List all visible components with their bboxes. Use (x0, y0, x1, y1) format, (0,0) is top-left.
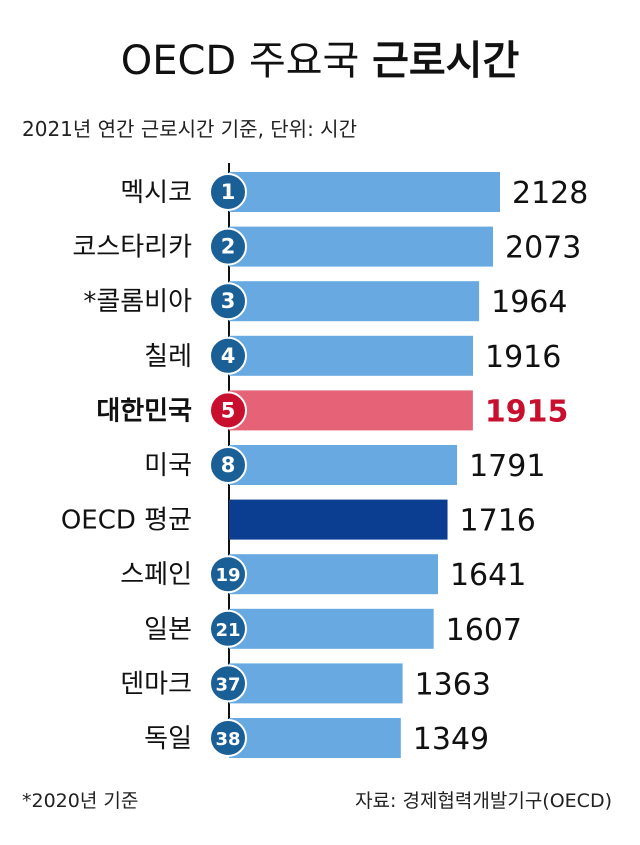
bar-5 (229, 445, 458, 485)
category-label-9: 덴마크 (120, 669, 192, 699)
category-label-3: 칠레 (144, 342, 192, 372)
category-label-4: 대한민국 (96, 396, 192, 426)
bar-1 (229, 226, 493, 267)
rank-circle-1 (209, 227, 247, 266)
chart-title: OECD 주요국 근로시간 (0, 28, 640, 86)
value-label-2: 1964 (491, 285, 567, 320)
rank-label-8: 21 (215, 620, 240, 641)
category-label-7: 스페인 (120, 560, 192, 590)
chart-title-strong: 근로시간 (372, 38, 520, 84)
rank-circle-2 (209, 282, 247, 321)
value-label-4: 1915 (485, 394, 568, 429)
value-label-5: 1791 (469, 449, 545, 484)
value-label-3: 1916 (485, 340, 561, 375)
chart-title-main: OECD 주요국 (120, 38, 373, 84)
value-label-8: 1607 (446, 613, 522, 648)
bar-0 (229, 172, 500, 212)
rank-circle-10 (209, 719, 247, 757)
category-label-6: OECD 평균 (61, 506, 192, 536)
value-label-1: 2073 (505, 231, 581, 266)
source-note: 자료: 경제협력개발기구(OECD) (355, 790, 612, 812)
value-label-0: 2128 (512, 176, 588, 211)
value-label-7: 1641 (450, 558, 526, 593)
value-label-9: 1363 (415, 667, 491, 702)
rank-circle-5 (209, 446, 247, 484)
bar-4 (229, 390, 473, 431)
bar-9 (229, 663, 403, 704)
rank-label-0: 1 (221, 180, 236, 204)
category-label-2: *콜롬비아 (83, 287, 192, 317)
bar-chart: 멕시코 2128 1 코스타리카 2073 2 *콜롬비아 1964 3 칠레 1916 4 대한민국 1… (61, 163, 588, 758)
rank-label-9: 37 (215, 674, 240, 695)
category-label-10: 독일 (144, 724, 192, 754)
chart-subtitle: 2021년 연간 근로시간 기준, 단위: 시간 (22, 117, 357, 141)
category-label-8: 일본 (144, 615, 192, 645)
rank-label-5: 8 (221, 453, 236, 477)
value-label-6: 1716 (460, 504, 536, 539)
rank-label-10: 38 (215, 729, 240, 750)
rank-circle-9 (209, 664, 247, 703)
rank-circle-8 (209, 609, 247, 648)
category-label-1: 코스타리카 (72, 233, 192, 263)
bar-3 (229, 335, 474, 376)
bar-8 (229, 608, 434, 649)
bar-6 (229, 499, 448, 540)
bars-group: 멕시코 2128 1 코스타리카 2073 2 *콜롬비아 1964 3 칠레 1916 4 대한민국 1… (61, 172, 588, 758)
rank-label-3: 4 (221, 344, 236, 368)
bar-10 (229, 718, 401, 758)
bar-7 (229, 554, 438, 595)
rank-label-7: 19 (215, 565, 240, 586)
rank-label-2: 3 (221, 289, 236, 313)
rank-label-1: 2 (221, 235, 236, 259)
bar-2 (229, 281, 480, 322)
value-label-10: 1349 (413, 722, 489, 757)
rank-circle-3 (209, 336, 247, 375)
footnote: *2020년 기준 (22, 790, 139, 812)
rank-label-4: 5 (221, 398, 236, 422)
rank-circle-0 (209, 173, 247, 211)
category-label-0: 멕시코 (120, 178, 192, 208)
rank-circle-4 (209, 391, 247, 430)
category-label-5: 미국 (144, 451, 192, 481)
rank-circle-7 (209, 555, 247, 594)
